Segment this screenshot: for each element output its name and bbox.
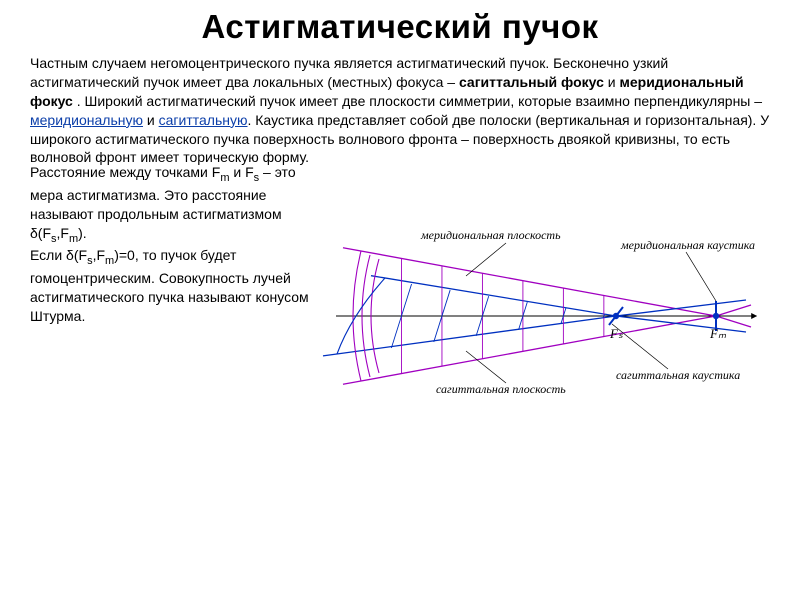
left-text: Расстояние между точками F: [30, 164, 220, 180]
intro-paragraph: Частным случаем негомоцентрического пучк…: [30, 54, 770, 167]
svg-text:меридиональная каустика: меридиональная каустика: [620, 238, 755, 252]
left-text: ).: [78, 225, 87, 241]
left-text: Если δ(F: [30, 247, 87, 263]
svg-text:меридиональная плоскость: меридиональная плоскость: [420, 228, 561, 242]
svg-text:Fₘ: Fₘ: [709, 326, 727, 341]
left-text: δ(F: [30, 225, 51, 241]
intro-text: . Широкий астигматический пучок имеет дв…: [73, 93, 762, 109]
link-sagittal[interactable]: сагиттальную: [159, 112, 248, 128]
link-astigmatism[interactable]: астигматизмом: [183, 206, 282, 222]
sub-m: m: [105, 255, 114, 267]
link-meridional[interactable]: меридиональную: [30, 112, 143, 128]
left-text: ,F: [57, 225, 69, 241]
left-column: Расстояние между точками Fm и Fs – это м…: [30, 163, 316, 416]
astigmatic-beam-diagram: меридиональная плоскость меридиональная к…: [316, 201, 766, 411]
svg-text:сагиттальная плоскость: сагиттальная плоскость: [436, 382, 566, 396]
slide-title: Астигматический пучок: [30, 8, 770, 46]
bold-sagittal: сагиттальный фокус: [459, 74, 604, 90]
sub-m: m: [220, 172, 229, 184]
svg-text:Fₛ: Fₛ: [609, 326, 623, 341]
left-text: и F: [230, 164, 254, 180]
svg-text:сагиттальная каустика: сагиттальная каустика: [616, 368, 740, 382]
sub-m: m: [69, 233, 78, 245]
intro-text: и: [604, 74, 620, 90]
left-text: ,F: [93, 247, 105, 263]
intro-text: и: [143, 112, 159, 128]
